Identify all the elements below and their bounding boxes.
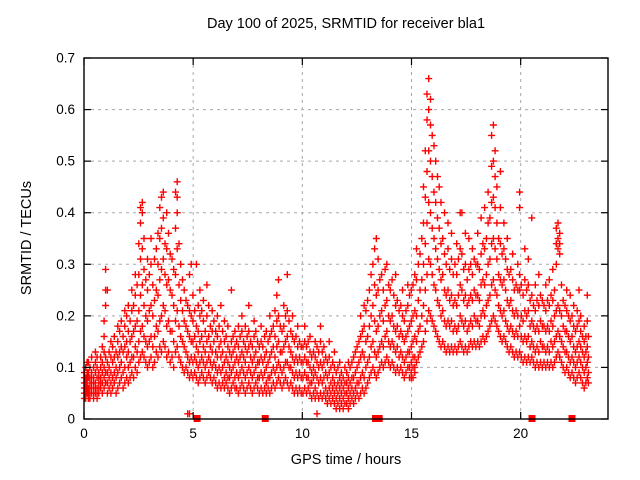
x-axis-title: GPS time / hours xyxy=(290,452,402,468)
x-tick-label: 0 xyxy=(80,426,88,441)
x-tick-label: 20 xyxy=(513,426,528,441)
y-tick-label: 0.1 xyxy=(56,360,75,375)
y-axis-title: SRMTID / TECUs xyxy=(19,180,35,296)
y-tick-label: 0.5 xyxy=(56,154,75,169)
y-tick-label: 0.2 xyxy=(56,308,75,323)
y-tick-label: 0 xyxy=(67,412,75,427)
y-tick-label: 0.7 xyxy=(56,51,75,66)
y-tick-label: 0.6 xyxy=(56,102,75,117)
y-tick-label: 0.3 xyxy=(56,257,75,272)
plot-border xyxy=(83,57,609,420)
chart-title: Day 100 of 2025, SRMTID for receiver bla… xyxy=(206,16,486,32)
y-tick-label: 0.4 xyxy=(56,205,75,220)
x-tick-label: 5 xyxy=(189,426,197,441)
scatter-points xyxy=(80,75,592,418)
x-tick-label: 10 xyxy=(295,426,310,441)
x-tick-label: 15 xyxy=(404,426,419,441)
